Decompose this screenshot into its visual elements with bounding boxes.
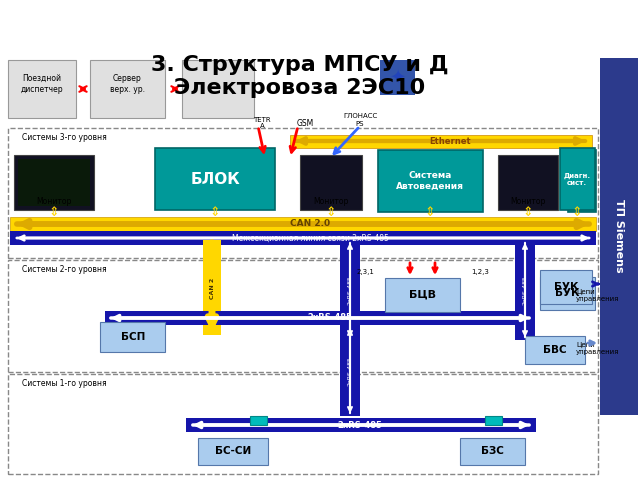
Text: ✦: ✦ [389, 68, 405, 86]
Text: Диагн.
сист.: Диагн. сист. [563, 172, 591, 186]
Text: ГЛОНАСС
PS: ГЛОНАСС PS [343, 113, 377, 127]
Text: Системы 3-го уровня: Системы 3-го уровня [22, 133, 107, 142]
Bar [300, 155, 362, 210]
Bar [182, 60, 254, 118]
Bar [385, 278, 460, 312]
Text: Системы 2-го уровня: Системы 2-го уровня [22, 265, 107, 274]
Bar [8, 60, 76, 118]
Bar [540, 270, 592, 304]
Text: 2хRS-485: 2хRS-485 [348, 356, 353, 386]
Text: БС-СИ: БС-СИ [215, 446, 251, 456]
Bar [90, 60, 165, 118]
Bar [8, 260, 598, 372]
Bar [8, 374, 598, 474]
Text: 2хRS-485: 2хRS-485 [522, 275, 527, 305]
Bar [155, 148, 275, 210]
Bar [105, 311, 535, 325]
Bar [10, 231, 596, 245]
Text: Системы 1-го уровня: Системы 1-го уровня [22, 379, 107, 388]
Text: БЦВ: БЦВ [408, 290, 435, 300]
Text: 2хRS-485: 2хRS-485 [308, 313, 353, 323]
Text: 3. Структура МПСУ и Д
Электровоза 2ЭС10: 3. Структура МПСУ и Д Электровоза 2ЭС10 [151, 55, 449, 98]
Text: БВС: БВС [543, 345, 567, 355]
Text: CAN 2: CAN 2 [209, 277, 214, 299]
Bar [186, 418, 536, 432]
Text: 2,3,1: 2,3,1 [356, 269, 374, 275]
Text: БЗС: БЗС [481, 446, 504, 456]
Bar [540, 277, 595, 310]
Text: Монитор: Монитор [314, 197, 349, 206]
Text: ⇕: ⇕ [49, 206, 60, 219]
Text: Межсекционная линия связи 2хRS-485: Межсекционная линия связи 2хRS-485 [232, 233, 388, 242]
Text: ⇕: ⇕ [326, 206, 336, 219]
Bar [560, 148, 595, 210]
Bar [18, 159, 90, 206]
Bar [8, 128, 598, 258]
Bar [485, 416, 502, 425]
Bar [568, 150, 596, 212]
Text: БУК: БУК [555, 288, 579, 298]
Text: 2хRS-485: 2хRS-485 [348, 275, 353, 305]
Text: ⇕: ⇕ [210, 206, 220, 219]
Text: ⇕: ⇕ [425, 206, 435, 219]
Text: Цепи
управления: Цепи управления [576, 288, 620, 301]
Bar [340, 326, 360, 416]
Bar [10, 217, 596, 231]
Text: ⇕: ⇕ [523, 206, 533, 219]
Bar [515, 240, 535, 340]
Bar [100, 322, 165, 352]
Bar [340, 240, 360, 340]
Text: 1,2,3: 1,2,3 [471, 269, 489, 275]
Bar [250, 416, 267, 425]
Text: Ethernet: Ethernet [429, 137, 471, 146]
Text: GSM: GSM [296, 119, 314, 128]
Text: Монитор: Монитор [36, 197, 72, 206]
Text: Система
Автоведения: Система Автоведения [396, 171, 464, 191]
Text: ⇕: ⇕ [572, 206, 582, 219]
Text: Цепи
управления: Цепи управления [576, 341, 620, 355]
Bar [460, 438, 525, 465]
Text: ТП Siemens: ТП Siemens [614, 199, 624, 273]
Bar [378, 150, 483, 212]
Bar [525, 336, 585, 364]
Text: БСП: БСП [121, 332, 145, 342]
Text: TETR
А: TETR А [253, 117, 271, 130]
Text: 2хRS-485: 2хRS-485 [337, 420, 383, 430]
Bar [203, 240, 221, 335]
Bar [290, 135, 592, 148]
Text: Сервер
верх. ур.: Сервер верх. ур. [109, 74, 145, 94]
Bar [498, 155, 558, 210]
Bar [198, 438, 268, 465]
Bar [14, 155, 94, 210]
Text: Монитор: Монитор [510, 197, 546, 206]
Bar [380, 60, 415, 95]
Text: БЛОК: БЛОК [190, 171, 240, 187]
Text: Поездной
диспетчер: Поездной диспетчер [20, 74, 63, 94]
Text: CAN 2.0: CAN 2.0 [290, 219, 330, 228]
Text: БУК: БУК [554, 282, 579, 292]
Bar [600, 58, 638, 415]
